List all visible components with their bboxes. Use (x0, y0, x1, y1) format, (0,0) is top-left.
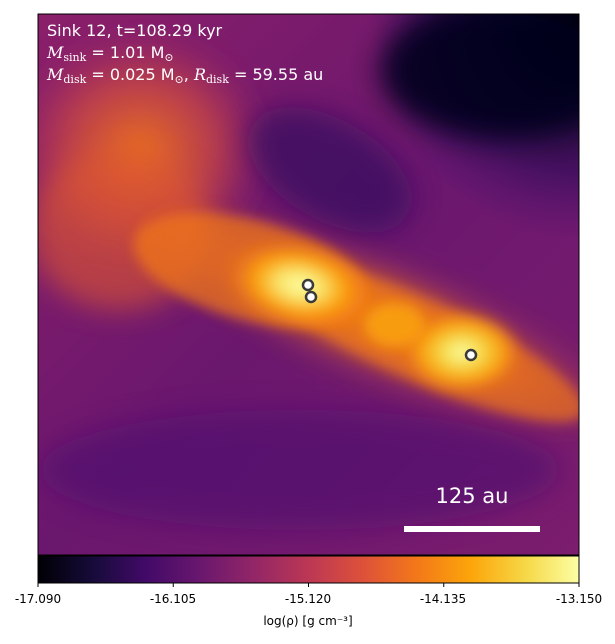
colorbar-tick-label: -14.135 (419, 592, 467, 606)
sink-marker (304, 290, 318, 304)
sink-marker (464, 348, 478, 362)
plot-frame (37, 13, 580, 556)
r-symbol: R (193, 65, 206, 84)
colorbar-tick-label: -15.120 (284, 592, 332, 606)
m-disk-subscript: disk (63, 73, 87, 86)
sink-info-title: Sink 12, t=108.29 kyr (47, 21, 223, 40)
density-map (38, 14, 579, 555)
m-symbol: M (47, 65, 64, 84)
colorbar-ticks (37, 583, 580, 587)
sink-marker (301, 278, 315, 292)
colorbar (37, 555, 580, 584)
m-sink-value: = 1.01 M (86, 43, 165, 62)
colorbar-tick-label: -16.105 (149, 592, 197, 606)
sink-mass-label: Msink = 1.01 M⊙ (47, 43, 174, 68)
separator: , (183, 65, 194, 84)
r-disk-value: = 59.55 au (228, 65, 324, 84)
scale-bar (404, 526, 540, 532)
r-disk-subscript: disk (205, 73, 229, 86)
colorbar-axis-label: log(ρ) [g cm⁻³] (263, 614, 353, 628)
colorbar-tick-label: -17.090 (14, 592, 62, 606)
solar-symbol: ⊙ (174, 73, 184, 86)
m-sink-subscript: sink (63, 51, 87, 64)
solar-symbol: ⊙ (164, 51, 174, 64)
disk-properties-label: Mdisk = 0.025 M⊙, Rdisk = 59.55 au (47, 65, 323, 90)
sink-markers (301, 278, 478, 362)
colorbar-tick-label: -13.150 (555, 592, 603, 606)
m-disk-value: = 0.025 M (86, 65, 175, 84)
scale-bar-label: 125 au (435, 484, 509, 508)
m-symbol: M (47, 43, 64, 62)
